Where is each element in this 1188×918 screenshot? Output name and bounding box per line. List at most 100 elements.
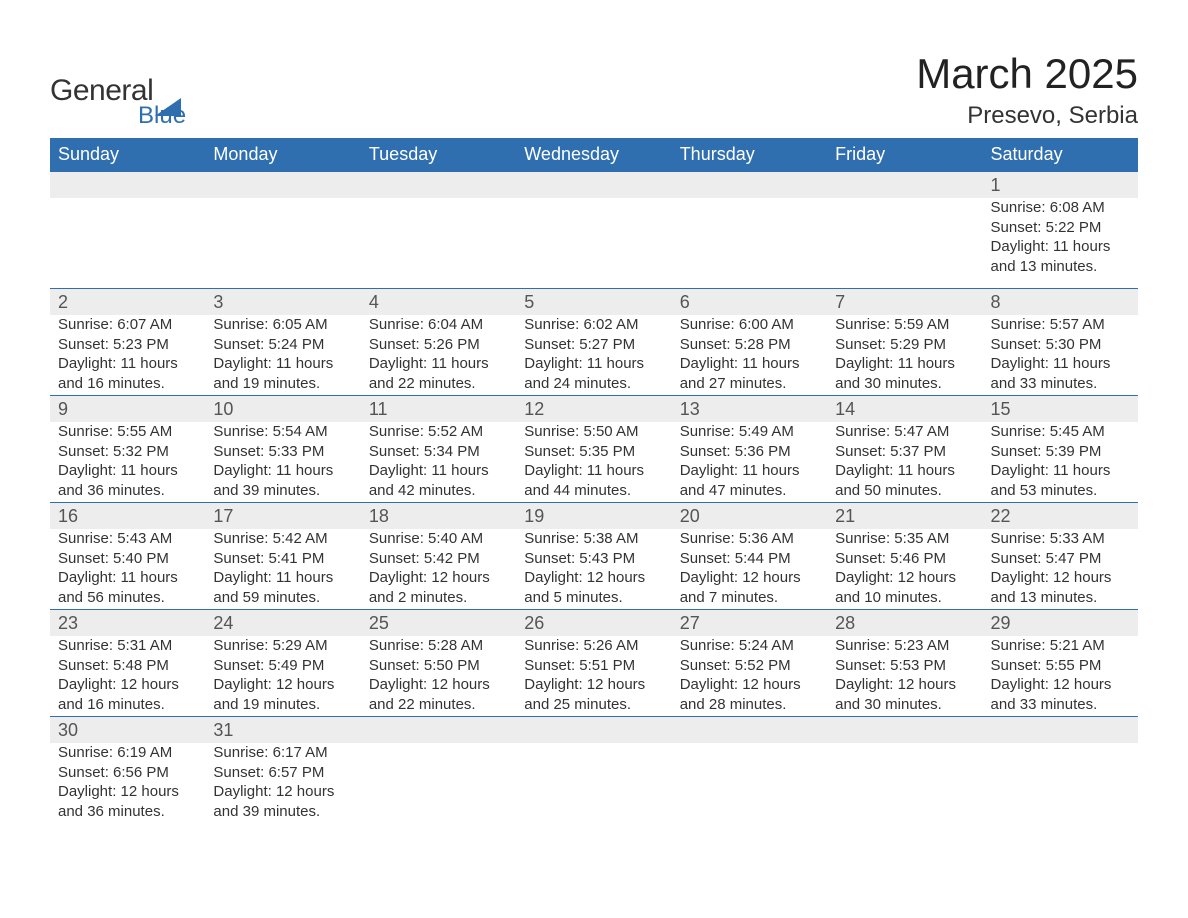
sunrise: Sunrise: 5:21 AM <box>991 636 1130 656</box>
daynum-cell: 11 <box>361 396 516 423</box>
daylight: Daylight: 11 hours and 24 minutes. <box>524 354 663 393</box>
day-detail: Sunrise: 6:02 AMSunset: 5:27 PMDaylight:… <box>516 315 671 396</box>
sunrise: Sunrise: 5:23 AM <box>835 636 974 656</box>
daylight: Daylight: 12 hours and 25 minutes. <box>524 675 663 714</box>
sunrise: Sunrise: 6:07 AM <box>58 315 197 335</box>
daynum-cell: 14 <box>827 396 982 423</box>
sunrise: Sunrise: 6:19 AM <box>58 743 197 763</box>
daylight: Daylight: 11 hours and 30 minutes. <box>835 354 974 393</box>
sunrise: Sunrise: 5:38 AM <box>524 529 663 549</box>
sunrise: Sunrise: 6:05 AM <box>213 315 352 335</box>
daynum-cell: 23 <box>50 610 205 637</box>
daylight: Daylight: 11 hours and 47 minutes. <box>680 461 819 500</box>
week-1-details: Sunrise: 6:07 AMSunset: 5:23 PMDaylight:… <box>50 315 1138 396</box>
daylight: Daylight: 12 hours and 19 minutes. <box>213 675 352 714</box>
daylight: Daylight: 12 hours and 2 minutes. <box>369 568 508 607</box>
sunrise: Sunrise: 5:31 AM <box>58 636 197 656</box>
dow-tuesday: Tuesday <box>361 138 516 172</box>
daylight: Daylight: 12 hours and 36 minutes. <box>58 782 197 821</box>
daynum-cell: 8 <box>983 289 1138 316</box>
daynum-cell <box>672 717 827 744</box>
week-5-nums: 30 31 <box>50 717 1138 744</box>
day-detail: Sunrise: 5:54 AMSunset: 5:33 PMDaylight:… <box>205 422 360 503</box>
daylight: Daylight: 11 hours and 59 minutes. <box>213 568 352 607</box>
day-detail: Sunrise: 6:00 AMSunset: 5:28 PMDaylight:… <box>672 315 827 396</box>
daynum-cell: 1 <box>983 172 1138 199</box>
daynum-cell: 22 <box>983 503 1138 530</box>
day-detail <box>516 198 671 289</box>
daylight: Daylight: 12 hours and 13 minutes. <box>991 568 1130 607</box>
daynum-cell: 26 <box>516 610 671 637</box>
daynum-cell <box>827 172 982 199</box>
sunset: Sunset: 5:26 PM <box>369 335 508 355</box>
day-detail: Sunrise: 6:04 AMSunset: 5:26 PMDaylight:… <box>361 315 516 396</box>
sunset: Sunset: 5:33 PM <box>213 442 352 462</box>
sunset: Sunset: 5:42 PM <box>369 549 508 569</box>
sunrise: Sunrise: 5:52 AM <box>369 422 508 442</box>
location: Presevo, Serbia <box>916 102 1138 130</box>
sunset: Sunset: 5:28 PM <box>680 335 819 355</box>
daynum-cell: 5 <box>516 289 671 316</box>
sunset: Sunset: 5:52 PM <box>680 656 819 676</box>
daylight: Daylight: 11 hours and 36 minutes. <box>58 461 197 500</box>
day-detail: Sunrise: 5:49 AMSunset: 5:36 PMDaylight:… <box>672 422 827 503</box>
sunset: Sunset: 5:30 PM <box>991 335 1130 355</box>
daynum-cell: 15 <box>983 396 1138 423</box>
sunset: Sunset: 5:32 PM <box>58 442 197 462</box>
daylight: Daylight: 11 hours and 53 minutes. <box>991 461 1130 500</box>
daylight: Daylight: 11 hours and 42 minutes. <box>369 461 508 500</box>
day-detail: Sunrise: 5:52 AMSunset: 5:34 PMDaylight:… <box>361 422 516 503</box>
daynum-cell <box>516 172 671 199</box>
day-detail: Sunrise: 5:50 AMSunset: 5:35 PMDaylight:… <box>516 422 671 503</box>
sunset: Sunset: 5:43 PM <box>524 549 663 569</box>
daynum-cell: 13 <box>672 396 827 423</box>
day-detail: Sunrise: 5:35 AMSunset: 5:46 PMDaylight:… <box>827 529 982 610</box>
week-1-nums: 2 3 4 5 6 7 8 <box>50 289 1138 316</box>
daylight: Daylight: 12 hours and 10 minutes. <box>835 568 974 607</box>
sunrise: Sunrise: 6:00 AM <box>680 315 819 335</box>
week-2-nums: 9 10 11 12 13 14 15 <box>50 396 1138 423</box>
daylight: Daylight: 11 hours and 39 minutes. <box>213 461 352 500</box>
daylight: Daylight: 11 hours and 56 minutes. <box>58 568 197 607</box>
logo-text-blue: Blue <box>138 102 186 130</box>
day-detail: Sunrise: 5:45 AMSunset: 5:39 PMDaylight:… <box>983 422 1138 503</box>
daynum-cell <box>672 172 827 199</box>
dow-monday: Monday <box>205 138 360 172</box>
month-title: March 2025 <box>916 50 1138 98</box>
day-detail: Sunrise: 6:05 AMSunset: 5:24 PMDaylight:… <box>205 315 360 396</box>
sunset: Sunset: 5:46 PM <box>835 549 974 569</box>
week-3-details: Sunrise: 5:43 AMSunset: 5:40 PMDaylight:… <box>50 529 1138 610</box>
day-detail <box>516 743 671 823</box>
daylight: Daylight: 11 hours and 33 minutes. <box>991 354 1130 393</box>
day-detail: Sunrise: 5:29 AMSunset: 5:49 PMDaylight:… <box>205 636 360 717</box>
sunset: Sunset: 5:44 PM <box>680 549 819 569</box>
sunset: Sunset: 5:27 PM <box>524 335 663 355</box>
daynum-cell: 25 <box>361 610 516 637</box>
daynum-cell <box>205 172 360 199</box>
daynum-cell <box>361 717 516 744</box>
daynum-cell: 21 <box>827 503 982 530</box>
day-detail: Sunrise: 5:21 AMSunset: 5:55 PMDaylight:… <box>983 636 1138 717</box>
sunrise: Sunrise: 5:24 AM <box>680 636 819 656</box>
dow-saturday: Saturday <box>983 138 1138 172</box>
daynum-cell: 7 <box>827 289 982 316</box>
daynum-cell <box>983 717 1138 744</box>
dow-friday: Friday <box>827 138 982 172</box>
daylight: Daylight: 11 hours and 50 minutes. <box>835 461 974 500</box>
daynum-cell: 9 <box>50 396 205 423</box>
calendar-page: General Blue March 2025 Presevo, Serbia … <box>0 0 1188 863</box>
sunset: Sunset: 5:35 PM <box>524 442 663 462</box>
daynum-cell: 12 <box>516 396 671 423</box>
daynum-cell: 31 <box>205 717 360 744</box>
sunrise: Sunrise: 5:54 AM <box>213 422 352 442</box>
daylight: Daylight: 12 hours and 28 minutes. <box>680 675 819 714</box>
header: General Blue March 2025 Presevo, Serbia <box>50 50 1138 130</box>
sunrise: Sunrise: 5:40 AM <box>369 529 508 549</box>
daynum-cell: 20 <box>672 503 827 530</box>
dow-sunday: Sunday <box>50 138 205 172</box>
daynum-cell: 27 <box>672 610 827 637</box>
sunrise: Sunrise: 5:33 AM <box>991 529 1130 549</box>
daynum-cell <box>516 717 671 744</box>
sunset: Sunset: 6:57 PM <box>213 763 352 783</box>
daylight: Daylight: 12 hours and 33 minutes. <box>991 675 1130 714</box>
